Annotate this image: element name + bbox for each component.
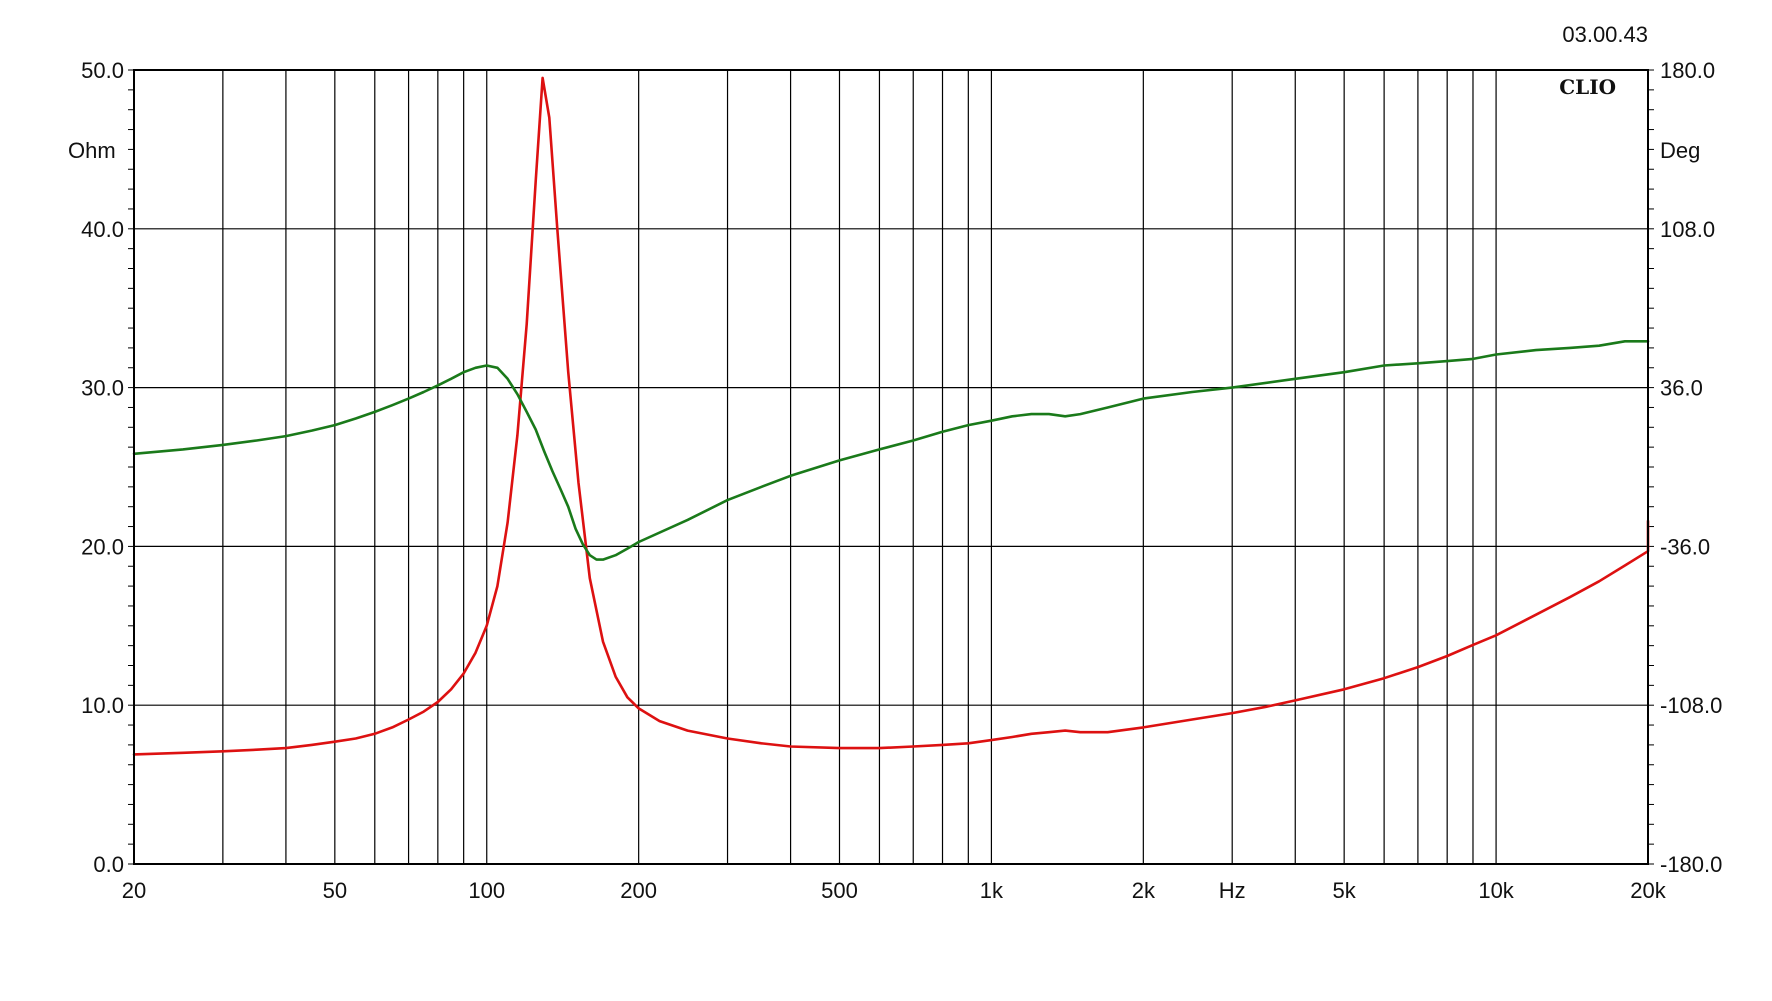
- y-left-unit-label: Ohm: [68, 138, 116, 163]
- x-tick-label: 5k: [1333, 878, 1357, 903]
- series-group: [132, 76, 1650, 756]
- y-right-tick-label: -108.0: [1660, 693, 1722, 718]
- x-tick-label: 20k: [1630, 878, 1666, 903]
- y-right-tick-label: -36.0: [1660, 534, 1710, 559]
- timestamp-label: 03.00.43: [1562, 22, 1648, 47]
- x-tick-label: 20: [122, 878, 146, 903]
- x-tick-label: 200: [620, 878, 657, 903]
- y-left-tick-label: 20.0: [81, 534, 124, 559]
- y-left-tick-label: 50.0: [81, 58, 124, 83]
- y-right-tick-label: -180.0: [1660, 852, 1722, 877]
- y-right-tick-label: 36.0: [1660, 376, 1703, 401]
- x-tick-label: 2k: [1132, 878, 1156, 903]
- y-right-unit-label: Deg: [1660, 138, 1700, 163]
- y-left-tick-label: 30.0: [81, 376, 124, 401]
- y-left-tick-label: 40.0: [81, 217, 124, 242]
- clio-brand-logo: CLIO: [1559, 75, 1616, 99]
- plot-frame: [133, 69, 1649, 865]
- y-left-tick-label: 0.0: [93, 852, 124, 877]
- axis-labels: 20 50 100 200 500 1k 2k 5k 10k 20k Hz 0.0 10.0 20.0 30…: [68, 58, 1722, 903]
- x-unit-label: Hz: [1219, 878, 1246, 903]
- impedance-series-line: [132, 76, 1650, 756]
- x-tick-label: 10k: [1478, 878, 1514, 903]
- phase-series-line: [132, 340, 1650, 561]
- x-tick-label: 500: [821, 878, 858, 903]
- y-right-tick-label: 108.0: [1660, 217, 1715, 242]
- x-tick-label: 100: [468, 878, 505, 903]
- x-tick-label: 1k: [980, 878, 1004, 903]
- y-right-tick-label: 180.0: [1660, 58, 1715, 83]
- y-left-tick-label: 10.0: [81, 693, 124, 718]
- x-tick-label: 50: [323, 878, 347, 903]
